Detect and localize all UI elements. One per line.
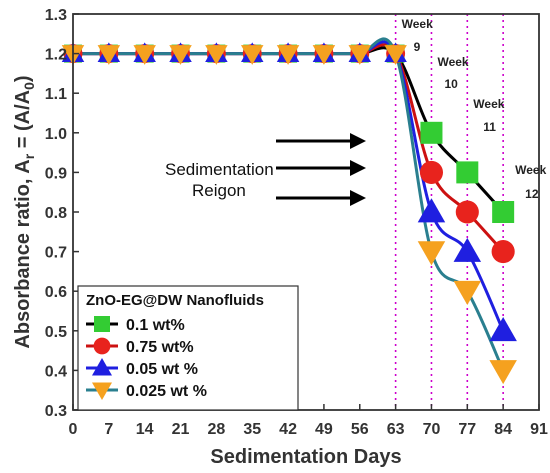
sedimentation-arrow-head [350, 160, 366, 176]
axes-layer: 0 7 14 21 28 35 42 49 56 63 70 77 84 91 0.3 0.4 0.5 0.6 0.… [45, 7, 548, 438]
data-point-series-4 [384, 45, 407, 65]
sedimentation-arrow-head [350, 190, 366, 206]
week-lines-layer [394, 14, 504, 410]
data-point-series-1 [492, 201, 515, 223]
y-tick-label: 0.9 [45, 165, 67, 182]
data-point-series-4 [240, 45, 264, 65]
legend-title: ZnO-EG@DW Nanofluids [86, 292, 264, 309]
data-point-series-2 [419, 160, 444, 184]
data-point-series-4 [276, 45, 300, 65]
x-tick-label: 77 [458, 421, 476, 438]
week-label-10: Week [437, 55, 468, 69]
week-label-11: Week [473, 97, 504, 111]
y-tick-label: 1.0 [45, 126, 67, 143]
annotation-layer: Sedimentation Reigon Week 9 Week 10 Week 11 We… [165, 17, 547, 206]
y-tick-label: 0.3 [45, 403, 67, 420]
legend-label-1: 0.1 wt% [126, 317, 185, 334]
region-label-line2: Reigon [192, 181, 246, 200]
x-tick-label: 42 [279, 421, 297, 438]
legend: ZnO-EG@DW Nanofluids 0.1 wt% 0.75 wt% 0.05… [77, 285, 299, 411]
x-axis-title: Sedimentation Days [210, 446, 401, 468]
x-tick-label: 0 [69, 421, 78, 438]
y-tick-label: 1.3 [45, 7, 67, 24]
sedimentation-arrow-head [350, 133, 366, 149]
legend-marker-4 [92, 382, 112, 400]
y-tick-label: 1.2 [45, 47, 67, 64]
y-axis-title-main: Absorbance ratio, A [12, 159, 34, 348]
x-tick-label: 21 [172, 421, 190, 438]
series-markers-layer [61, 42, 517, 385]
week-number-12: 12 [525, 187, 539, 201]
week-number-9: 9 [414, 40, 421, 54]
week-label-12: Week [515, 163, 546, 177]
y-tick-label: 1.1 [45, 86, 67, 103]
data-point-series-1 [420, 121, 443, 144]
x-tick-label: 84 [494, 421, 512, 438]
data-point-series-4 [489, 360, 517, 385]
x-tick-label: 14 [136, 421, 154, 438]
x-tick-label: 7 [104, 421, 113, 438]
data-point-series-3 [453, 237, 482, 262]
data-point-series-4 [169, 45, 192, 65]
x-tick-label: 63 [387, 421, 405, 438]
y-axis-title-sub-0: 0 [21, 82, 37, 90]
y-tick-label: 0.6 [45, 284, 67, 301]
week-number-10: 10 [444, 77, 458, 91]
legend-label-2: 0.75 wt% [126, 339, 194, 356]
legend-label-3: 0.05 wt % [126, 361, 198, 378]
x-tick-label: 70 [423, 421, 441, 438]
x-tick-label: 35 [243, 421, 261, 438]
y-axis-title-end: ) [12, 75, 34, 82]
data-point-series-3 [417, 198, 446, 223]
week-label-9: Week [402, 17, 433, 31]
data-point-series-2 [455, 200, 479, 224]
x-tick-label: 28 [207, 421, 225, 438]
y-axis-title-sub-r: r [21, 153, 37, 159]
region-label-line1: Sedimentation [165, 160, 274, 179]
y-tick-label: 0.8 [45, 205, 67, 222]
y-axis-title-eq: = (A/A [12, 90, 34, 154]
x-tick-label: 49 [315, 421, 333, 438]
legend-marker-1 [94, 316, 110, 332]
data-point-series-4 [205, 45, 228, 65]
data-point-series-4 [348, 45, 372, 65]
legend-marker-3 [92, 358, 112, 376]
x-tick-label: 91 [530, 421, 548, 438]
data-point-series-2 [491, 240, 515, 264]
data-point-series-4 [133, 45, 156, 65]
y-axis-title: Absorbance ratio, Ar = (A/A0) [12, 75, 37, 348]
data-point-series-4 [453, 280, 482, 305]
legend-label-4: 0.025 wt % [126, 383, 207, 400]
x-tick-label: 56 [351, 421, 369, 438]
legend-marker-2 [93, 337, 111, 355]
data-point-series-4 [97, 45, 121, 65]
y-tick-label: 0.5 [45, 324, 67, 341]
y-tick-label: 0.4 [45, 363, 67, 380]
data-point-series-4 [417, 241, 446, 266]
data-point-series-1 [456, 161, 479, 184]
data-point-series-4 [312, 45, 336, 65]
data-point-series-3 [489, 317, 517, 342]
week-number-11: 11 [483, 120, 496, 134]
y-tick-label: 0.7 [45, 245, 67, 262]
